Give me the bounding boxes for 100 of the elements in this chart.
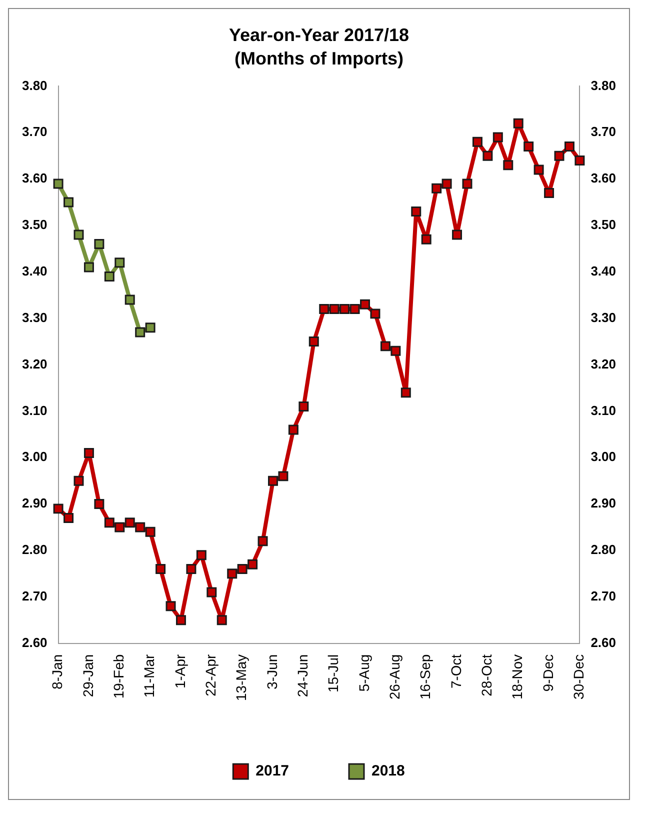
point: [411, 206, 422, 217]
point: [462, 178, 472, 189]
y2-tick-label: 2.80: [590, 542, 616, 558]
x-tick-label: 5-Aug: [356, 654, 372, 692]
y2-tick-label: 3.60: [590, 170, 616, 186]
y-tick-label: 2.60: [22, 634, 48, 650]
x-tick-label: 8-Jan: [49, 654, 66, 690]
x-tick-label: 22-Apr: [202, 654, 219, 696]
point: [94, 239, 104, 250]
y-tick-label: 3.40: [22, 263, 48, 278]
point: [114, 522, 125, 532]
point: [492, 132, 503, 142]
y2-tick-label: 3.00: [590, 449, 616, 464]
x-tick-label: 9-Dec: [540, 654, 556, 692]
y2-tick-label: 2.60: [590, 634, 616, 650]
x-tick-label: 11-Mar: [141, 654, 158, 698]
point: [278, 471, 288, 482]
legend-label: 2017: [256, 762, 290, 780]
x-tick-label: 28-Oct: [478, 654, 495, 696]
point: [298, 402, 309, 412]
point: [482, 150, 493, 161]
y-tick-label: 2.90: [22, 496, 48, 511]
point: [196, 550, 206, 560]
y2-tick-label: 3.30: [590, 310, 616, 325]
point: [472, 136, 482, 147]
point: [84, 448, 94, 458]
point: [421, 234, 432, 244]
point: [513, 118, 524, 128]
point: [64, 512, 74, 523]
point: [400, 388, 411, 398]
point: [53, 178, 64, 189]
point: [503, 160, 514, 170]
point: [206, 587, 217, 598]
y2-tick-label: 3.20: [590, 356, 616, 372]
x-tick-label: 13-May: [233, 654, 250, 702]
chart-subtitle: (Months of Imports): [234, 48, 404, 68]
y-tick-label: 3.30: [22, 310, 48, 325]
point: [135, 522, 146, 532]
point: [135, 327, 146, 338]
point: [74, 230, 84, 240]
point: [564, 142, 574, 152]
point: [360, 299, 370, 310]
point: [319, 304, 330, 314]
y2-tick-label: 3.40: [590, 263, 616, 278]
point: [84, 262, 94, 272]
point: [216, 615, 227, 626]
x-tick-label: 15-Jul: [325, 654, 342, 692]
x-tick-label: 16-Sep: [417, 654, 434, 700]
point: [574, 155, 585, 166]
y2-tick-label: 2.90: [590, 496, 616, 511]
point: [74, 476, 84, 486]
y2-tick-label: 3.50: [590, 217, 616, 232]
point: [554, 150, 564, 161]
point: [308, 336, 319, 347]
x-tick-label: 24-Jun: [294, 654, 311, 698]
y-tick-label: 2.70: [22, 588, 48, 604]
point: [452, 230, 462, 240]
x-tick-label: 19-Feb: [110, 654, 126, 699]
point: [64, 197, 74, 208]
point: [104, 518, 114, 528]
point: [380, 341, 390, 352]
point: [176, 615, 186, 626]
point: [156, 564, 166, 574]
y-tick-label: 3.00: [22, 449, 48, 464]
point: [534, 164, 544, 175]
point: [145, 322, 156, 333]
y-tick-label: 3.50: [22, 217, 48, 232]
x-tick-label: 18-Nov: [509, 654, 526, 700]
x-tick-label: 26-Aug: [386, 654, 403, 700]
y2-tick-label: 2.70: [590, 588, 616, 604]
point: [432, 183, 442, 194]
y-tick-label: 3.20: [22, 356, 48, 372]
point: [114, 258, 125, 268]
chart-title: Year-on-Year 2017/18: [228, 24, 410, 45]
point: [288, 424, 298, 435]
point: [370, 308, 380, 319]
point: [524, 142, 534, 152]
point: [258, 536, 268, 546]
y-tick-label: 3.80: [22, 78, 48, 93]
point: [442, 178, 452, 189]
x-tick-label: 30-Dec: [570, 654, 587, 700]
point: [53, 504, 64, 514]
point: [145, 526, 156, 537]
point: [104, 272, 114, 282]
legend-label: 2018: [372, 762, 405, 780]
x-tick-label: 29-Jan: [80, 654, 96, 698]
point: [340, 304, 350, 314]
point: [248, 559, 258, 570]
point: [329, 304, 340, 314]
point: [268, 476, 278, 486]
y2-tick-label: 3.10: [590, 402, 616, 418]
y2-tick-label: 3.70: [590, 124, 616, 140]
point: [124, 294, 135, 305]
point: [544, 188, 554, 198]
point: [350, 304, 360, 314]
y-tick-label: 3.60: [22, 170, 48, 186]
y-tick-label: 3.70: [22, 124, 48, 140]
point: [186, 564, 196, 574]
x-tick-label: 7-Oct: [448, 654, 464, 689]
y2-tick-label: 3.80: [590, 78, 616, 93]
